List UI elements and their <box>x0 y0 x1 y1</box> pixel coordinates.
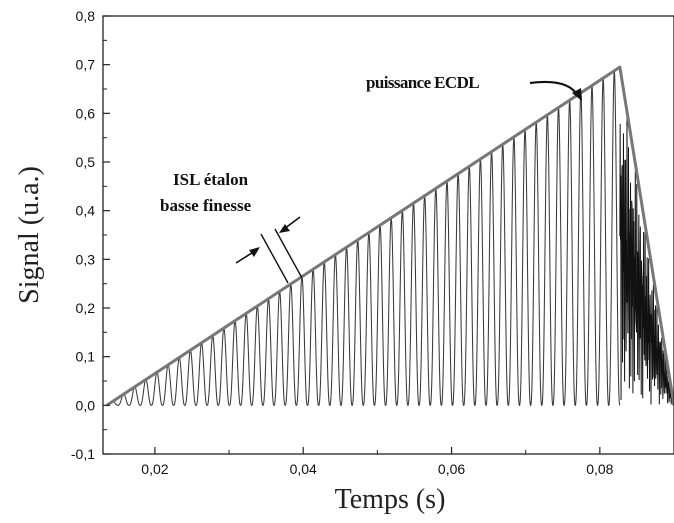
x-tick-label: 0,06 <box>438 461 465 477</box>
y-tick-label: -0,1 <box>71 446 95 462</box>
annotation-arrow-ecdl <box>529 80 579 97</box>
x-tick-label: 0,08 <box>586 461 613 477</box>
y-tick-label: 0,8 <box>76 8 96 24</box>
isl-marker-line-right <box>274 228 303 279</box>
isl-marker-line-left <box>260 233 289 284</box>
envelope-group <box>105 65 674 407</box>
y-tick-label: 0,0 <box>76 397 96 413</box>
y-tick-label: 0,3 <box>76 251 96 267</box>
signal-trace-group <box>106 70 674 407</box>
y-tick-label: 0,6 <box>76 105 96 121</box>
x-tick-label: 0,02 <box>141 461 168 477</box>
y-tick-label: 0,2 <box>76 300 96 316</box>
annotation-isl-etalon: ISL étalon <box>173 170 249 189</box>
annotation-puissance-ecdl: puissance ECDL <box>366 73 479 92</box>
envelope-line <box>105 65 674 407</box>
y-tick-label: 0,1 <box>76 349 96 365</box>
y-tick-label: 0,5 <box>76 154 96 170</box>
annotation-basse-finesse: basse finesse <box>160 196 252 215</box>
y-axis-title: Signal (u.a.) <box>14 166 45 304</box>
signal-trace-ramp <box>106 70 621 407</box>
isl-arrowhead-right <box>279 224 290 233</box>
signal-trace-decay <box>619 113 674 406</box>
y-tick-label: 0,4 <box>76 203 96 219</box>
x-tick-label: 0,04 <box>290 461 317 477</box>
annotation-arrowhead-ecdl <box>572 88 582 101</box>
isl-arrowhead-left <box>249 247 260 257</box>
y-tick-label: 0,7 <box>76 57 96 73</box>
ticks-group: -0,1 0,0 0,1 0,2 0,3 0,4 0,5 0,6 0,7 0,8 0,02 0,04 0… <box>71 8 674 477</box>
x-axis-title: Temps (s) <box>335 484 446 515</box>
